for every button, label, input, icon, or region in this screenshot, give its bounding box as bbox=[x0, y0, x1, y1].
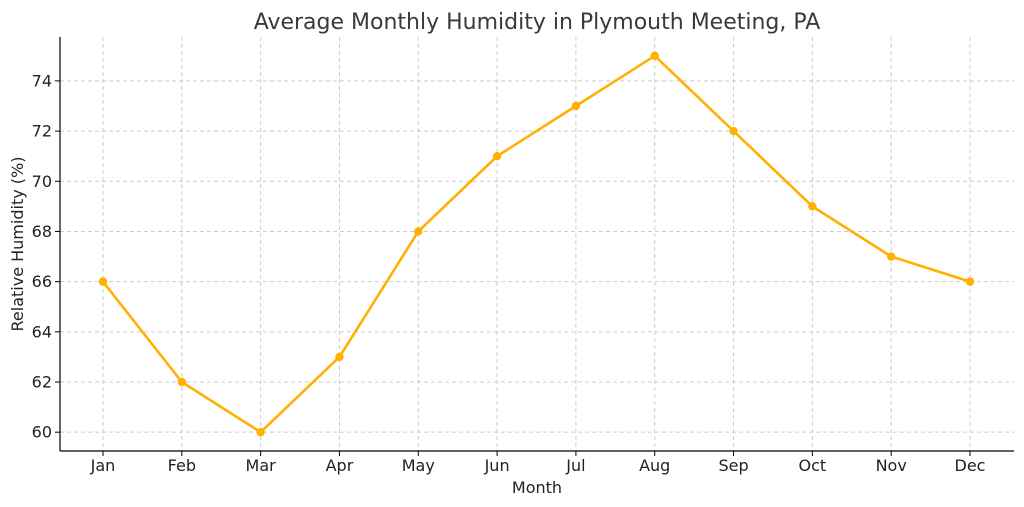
chart-title: Average Monthly Humidity in Plymouth Mee… bbox=[254, 10, 821, 35]
y-tick-label: 70 bbox=[32, 172, 52, 191]
y-tick-label: 60 bbox=[32, 423, 52, 442]
y-axis-label: Relative Humidity (%) bbox=[8, 157, 27, 332]
x-axis-label: Month bbox=[512, 478, 562, 497]
data-point bbox=[886, 252, 896, 261]
series-line bbox=[101, 54, 971, 434]
x-tick-label: Feb bbox=[168, 456, 196, 475]
y-tick-label: 62 bbox=[32, 373, 52, 392]
y-tick-label: 66 bbox=[32, 272, 52, 291]
data-point bbox=[571, 101, 581, 111]
x-tick-label: Nov bbox=[876, 456, 907, 475]
data-point bbox=[729, 126, 738, 136]
x-tick-label: Aug bbox=[639, 456, 670, 475]
y-tick-label: 68 bbox=[32, 222, 52, 241]
x-tick-label: Apr bbox=[326, 456, 354, 475]
data-point bbox=[98, 277, 108, 286]
data-point bbox=[650, 51, 659, 61]
data-point bbox=[808, 202, 817, 211]
data-point bbox=[256, 427, 265, 437]
x-tick-label: Mar bbox=[246, 456, 277, 475]
y-tick-label: 72 bbox=[32, 122, 52, 141]
x-tick-label: May bbox=[402, 456, 435, 475]
data-point bbox=[414, 227, 423, 236]
series bbox=[98, 51, 975, 437]
x-tick-label: Dec bbox=[955, 456, 986, 475]
data-point bbox=[492, 151, 502, 161]
data-point bbox=[335, 352, 344, 362]
x-tick-label: Sep bbox=[718, 456, 748, 475]
ticks: Jan Feb Mar Apr May Jun Jul Aug Sep Oct Nov Dec 60 62… bbox=[32, 71, 986, 475]
y-tick-label: 74 bbox=[32, 71, 52, 90]
data-point bbox=[177, 377, 187, 387]
data-point bbox=[965, 277, 975, 286]
x-tick-label: Jun bbox=[484, 456, 510, 475]
x-tick-label: Jan bbox=[90, 456, 116, 475]
x-tick-label: Jul bbox=[565, 456, 585, 475]
y-tick-label: 64 bbox=[32, 322, 52, 341]
x-tick-label: Oct bbox=[799, 456, 827, 475]
